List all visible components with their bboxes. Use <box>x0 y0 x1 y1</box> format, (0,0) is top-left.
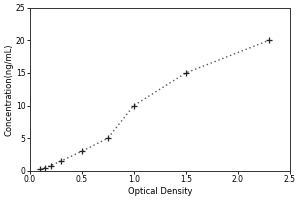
Y-axis label: Concentration(ng/mL): Concentration(ng/mL) <box>4 43 13 136</box>
X-axis label: Optical Density: Optical Density <box>128 187 192 196</box>
